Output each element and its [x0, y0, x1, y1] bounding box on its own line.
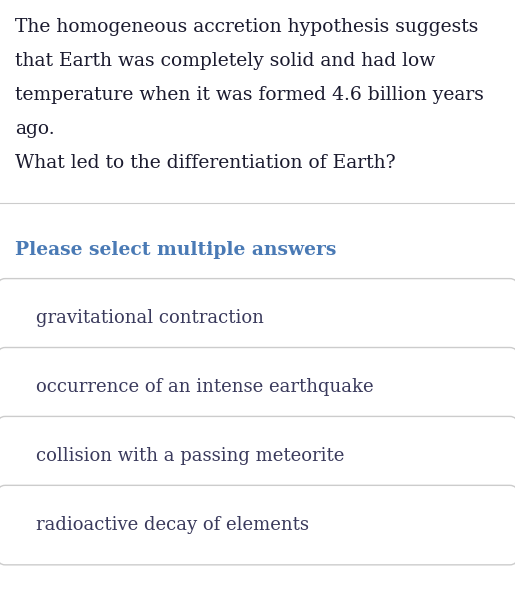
FancyBboxPatch shape [0, 279, 515, 358]
FancyBboxPatch shape [0, 416, 515, 496]
Text: gravitational contraction: gravitational contraction [36, 309, 264, 327]
FancyBboxPatch shape [0, 485, 515, 565]
Text: What led to the differentiation of Earth?: What led to the differentiation of Earth… [15, 154, 396, 173]
Text: temperature when it was formed 4.6 billion years: temperature when it was formed 4.6 billi… [15, 86, 484, 104]
Text: collision with a passing meteorite: collision with a passing meteorite [36, 447, 345, 465]
Text: Please select multiple answers: Please select multiple answers [15, 241, 337, 260]
Text: that Earth was completely solid and had low: that Earth was completely solid and had … [15, 52, 436, 70]
Text: ago.: ago. [15, 120, 55, 138]
Text: occurrence of an intense earthquake: occurrence of an intense earthquake [36, 378, 374, 396]
Text: radioactive decay of elements: radioactive decay of elements [36, 516, 309, 534]
Text: The homogeneous accretion hypothesis suggests: The homogeneous accretion hypothesis sug… [15, 18, 479, 36]
FancyBboxPatch shape [0, 348, 515, 427]
